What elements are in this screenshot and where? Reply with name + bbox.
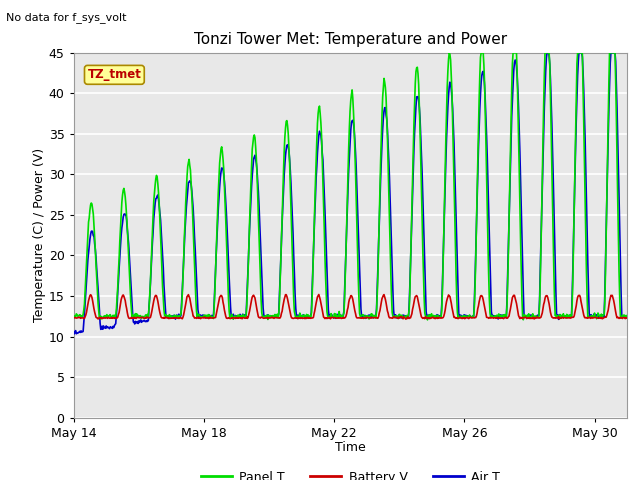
X-axis label: Time: Time — [335, 441, 366, 454]
Y-axis label: Temperature (C) / Power (V): Temperature (C) / Power (V) — [33, 148, 46, 322]
Text: No data for f_sys_volt: No data for f_sys_volt — [6, 12, 127, 23]
Title: Tonzi Tower Met: Temperature and Power: Tonzi Tower Met: Temperature and Power — [194, 33, 507, 48]
Text: TZ_tmet: TZ_tmet — [88, 68, 141, 81]
Legend: Panel T, Battery V, Air T: Panel T, Battery V, Air T — [196, 466, 505, 480]
